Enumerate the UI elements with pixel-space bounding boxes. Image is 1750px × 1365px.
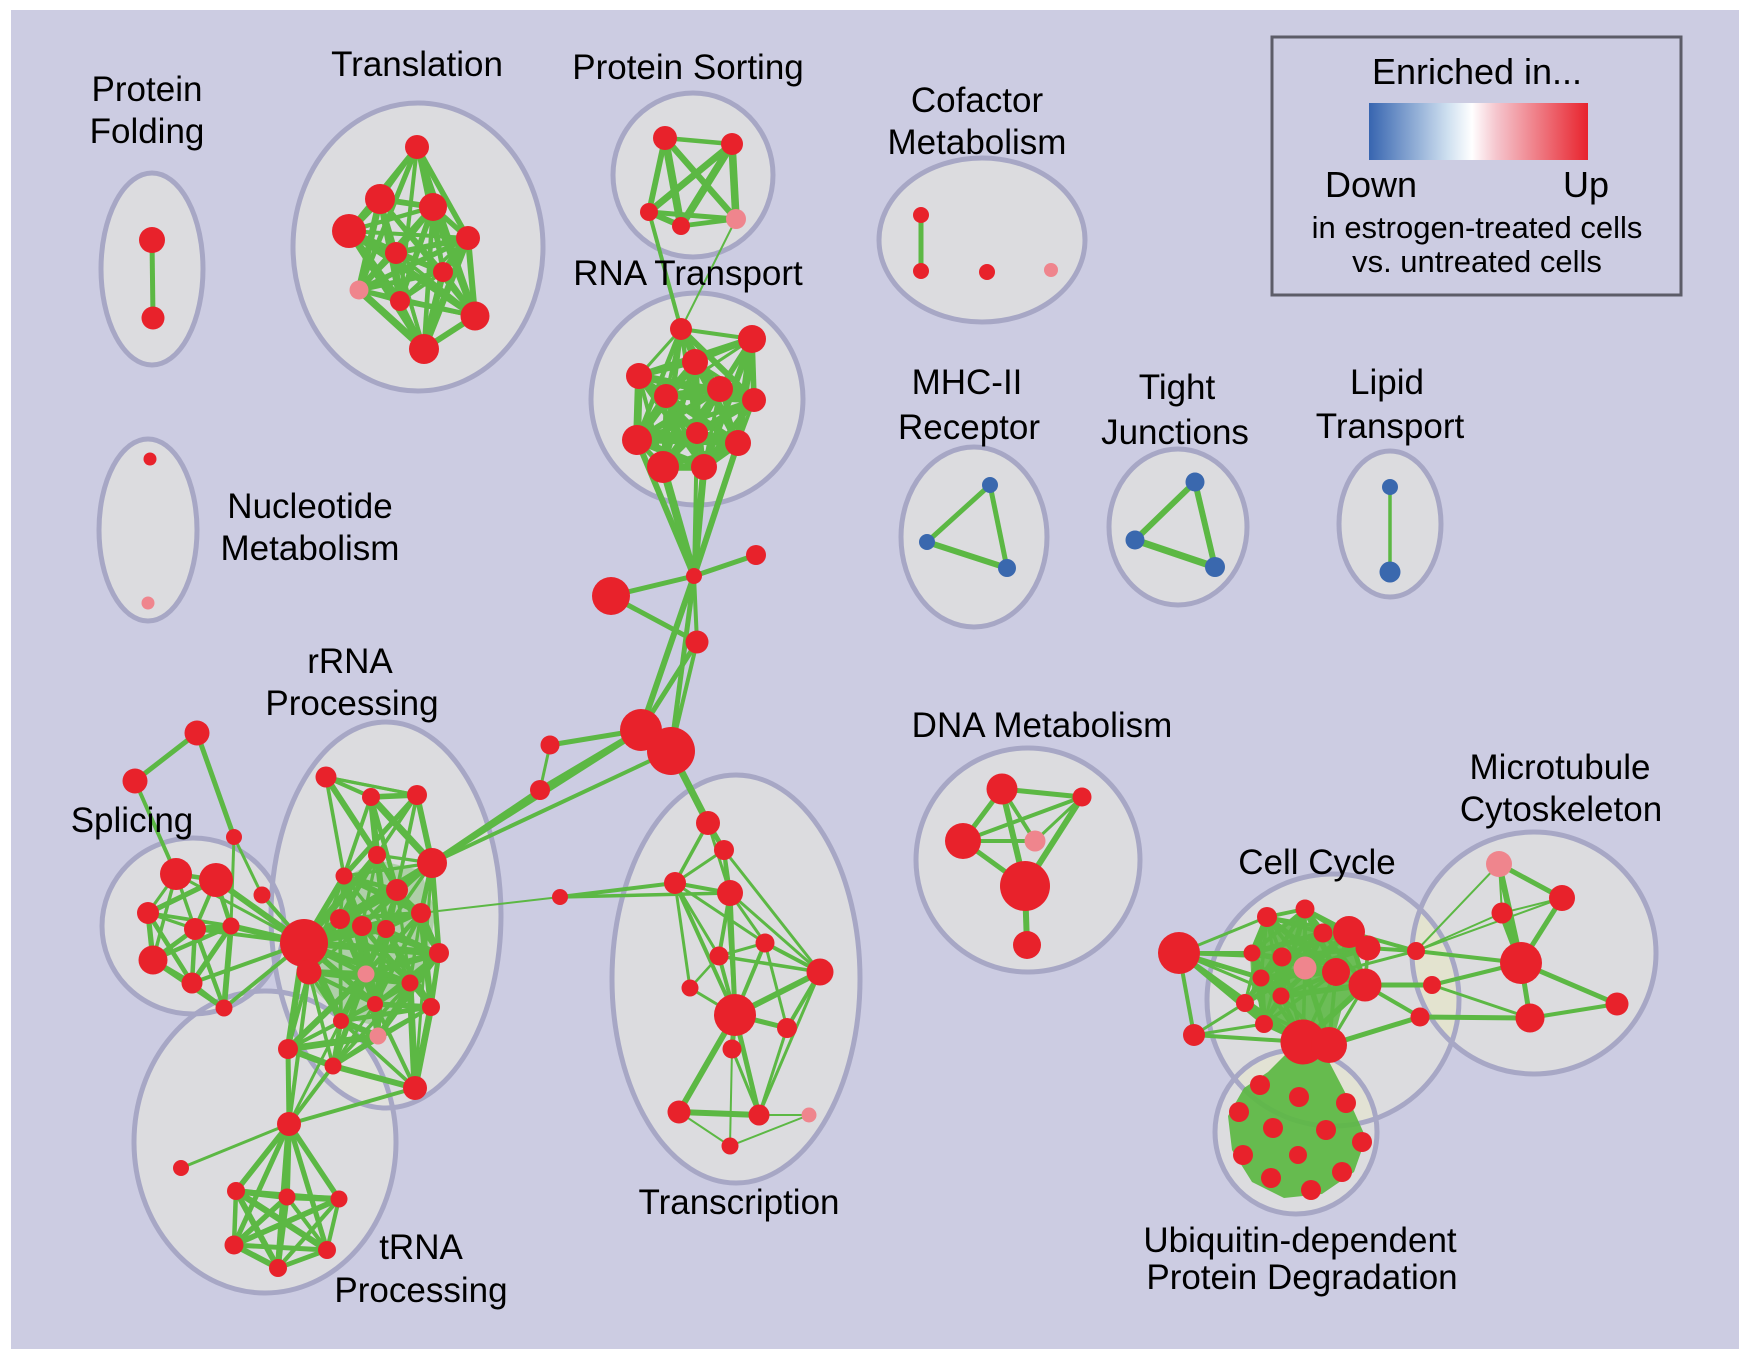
svg-text:Processing: Processing <box>265 684 438 723</box>
svg-text:Transport: Transport <box>1316 407 1465 446</box>
svg-text:Translation: Translation <box>331 45 503 84</box>
svg-text:DNA Metabolism: DNA Metabolism <box>912 706 1173 745</box>
svg-text:Metabolism: Metabolism <box>888 123 1067 162</box>
svg-text:Enriched in...: Enriched in... <box>1372 51 1582 92</box>
svg-text:Transcription: Transcription <box>639 1183 840 1222</box>
svg-text:Protein: Protein <box>92 70 203 109</box>
svg-text:Protein Sorting: Protein Sorting <box>572 48 804 87</box>
svg-text:RNA Transport: RNA Transport <box>573 254 803 293</box>
svg-text:Metabolism: Metabolism <box>221 529 400 568</box>
svg-text:Processing: Processing <box>334 1271 507 1310</box>
svg-text:Lipid: Lipid <box>1350 363 1424 402</box>
svg-text:Splicing: Splicing <box>71 801 194 840</box>
svg-text:in estrogen-treated cells: in estrogen-treated cells <box>1312 210 1643 245</box>
svg-text:Down: Down <box>1325 164 1417 205</box>
svg-text:vs. untreated cells: vs. untreated cells <box>1352 244 1602 279</box>
svg-text:Tight: Tight <box>1139 368 1216 407</box>
svg-text:Cytoskeleton: Cytoskeleton <box>1460 790 1662 829</box>
svg-text:Up: Up <box>1563 164 1609 205</box>
svg-text:Receptor: Receptor <box>898 408 1040 447</box>
svg-text:Cell Cycle: Cell Cycle <box>1238 843 1396 882</box>
svg-text:Junctions: Junctions <box>1101 413 1249 452</box>
svg-text:Nucleotide: Nucleotide <box>227 487 392 526</box>
svg-text:Ubiquitin-dependent: Ubiquitin-dependent <box>1143 1221 1457 1260</box>
svg-text:Protein Degradation: Protein Degradation <box>1146 1258 1457 1297</box>
svg-text:MHC-II: MHC-II <box>912 363 1023 402</box>
svg-text:Folding: Folding <box>90 112 205 151</box>
svg-text:tRNA: tRNA <box>379 1228 463 1267</box>
svg-text:Cofactor: Cofactor <box>911 81 1044 120</box>
svg-text:Microtubule: Microtubule <box>1470 748 1651 787</box>
svg-text:rRNA: rRNA <box>307 642 393 681</box>
